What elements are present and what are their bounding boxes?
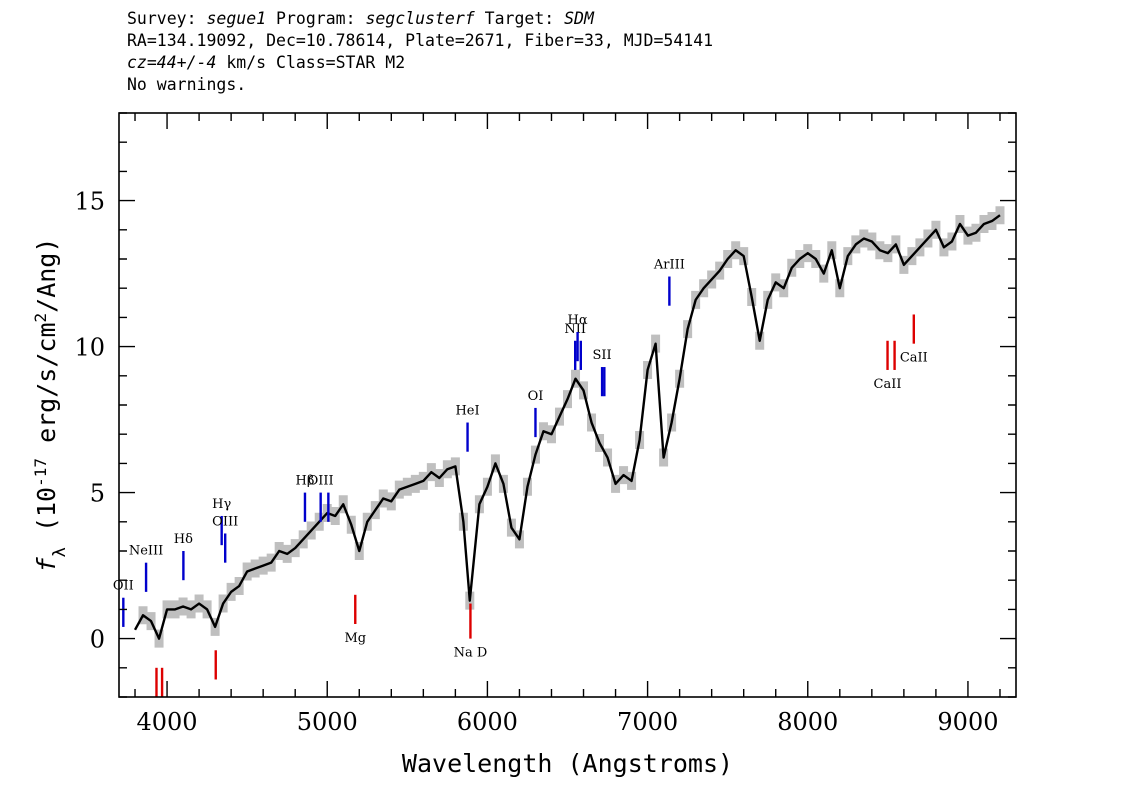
tick-marks xyxy=(119,112,1016,698)
y-tick-label: 0 xyxy=(90,626,105,654)
header-program-label: Program: xyxy=(266,9,366,28)
line-marker-label: Hα xyxy=(568,313,588,328)
tick-labels: 4000 5000 6000 7000 8000 9000 0 5 10 15 xyxy=(74,188,998,736)
header-target-label: Target: xyxy=(474,9,565,28)
line-marker-label: NeIII xyxy=(129,544,163,559)
header-survey-value: segue1 xyxy=(206,9,267,28)
x-tick-label: 8000 xyxy=(777,708,838,736)
line-marker-label: CaII xyxy=(900,351,928,366)
line-marker-label: OI xyxy=(528,389,544,404)
header-line-survey: Survey: segue1 Program: segclusterf Targ… xyxy=(127,8,713,30)
error-band-path xyxy=(138,206,1005,648)
line-marker-label: HeI xyxy=(455,404,479,419)
line-marker-label: CaII xyxy=(874,377,902,392)
x-tick-label: 5000 xyxy=(297,708,358,736)
line-marker-label: ArIII xyxy=(653,258,685,273)
y-tick-label: 15 xyxy=(74,188,105,216)
line-marker-label: Hδ xyxy=(174,532,193,547)
x-tick-label: 7000 xyxy=(617,708,678,736)
line-marker-label: Hγ xyxy=(212,497,231,512)
x-axis-title: Wavelength (Angstroms) xyxy=(402,749,733,778)
line-marker-label: Hβ xyxy=(296,474,315,489)
spectral-line-markers: OIINeIIIHδHγOIIIHβOIIIHeIOINIIHαSIIArIII… xyxy=(113,258,928,697)
header-line-redshift: cz=44+/-4 km/s Class=STAR M2 xyxy=(127,52,713,74)
y-tick-label: 10 xyxy=(74,334,105,362)
header-survey-label: Survey: xyxy=(127,9,207,28)
spectrum-header: Survey: segue1 Program: segclusterf Targ… xyxy=(127,8,713,96)
line-marker-label: Mg xyxy=(344,631,366,646)
header-program-value: segclusterf xyxy=(365,9,475,28)
axis-ticks xyxy=(119,112,1016,698)
line-marker-label: OII xyxy=(113,579,134,594)
x-tick-label: 4000 xyxy=(137,708,198,736)
header-class-value: km/s Class=STAR M2 xyxy=(216,53,406,72)
y-tick-label: 5 xyxy=(90,480,105,508)
x-tick-label: 9000 xyxy=(937,708,998,736)
header-target-value: SDM xyxy=(564,9,594,28)
line-marker-label: Na D xyxy=(454,646,488,661)
y-axis-title-part: 2 xyxy=(31,313,50,323)
y-axis-title-part: erg/s/cm xyxy=(32,323,61,458)
y-axis-title-part: /Ang) xyxy=(32,238,61,313)
x-tick-label: 6000 xyxy=(457,708,518,736)
line-marker-label: SII xyxy=(593,348,612,363)
line-marker-label: OIII xyxy=(212,514,238,529)
header-line-warnings: No warnings. xyxy=(127,75,247,94)
flux-line-path xyxy=(133,214,1001,640)
line-marker-label: OIII xyxy=(308,474,334,489)
flux-series xyxy=(133,214,1001,640)
header-line-coordinates: RA=134.19092, Dec=10.78614, Plate=2671, … xyxy=(127,31,714,50)
y-axis-title-part: -17 xyxy=(31,458,50,487)
y-axis-title-part: f xyxy=(32,556,61,572)
error-band xyxy=(138,206,1005,648)
y-axis-title-part: λ xyxy=(50,547,70,557)
y-axis-title-part: (10 xyxy=(32,487,61,547)
y-axis-title: fλ (10-17 erg/s/cm2/Ang) xyxy=(31,238,71,573)
line-marker-label: NII xyxy=(564,322,586,337)
header-cz-value: cz=44+/-4 xyxy=(127,53,217,72)
